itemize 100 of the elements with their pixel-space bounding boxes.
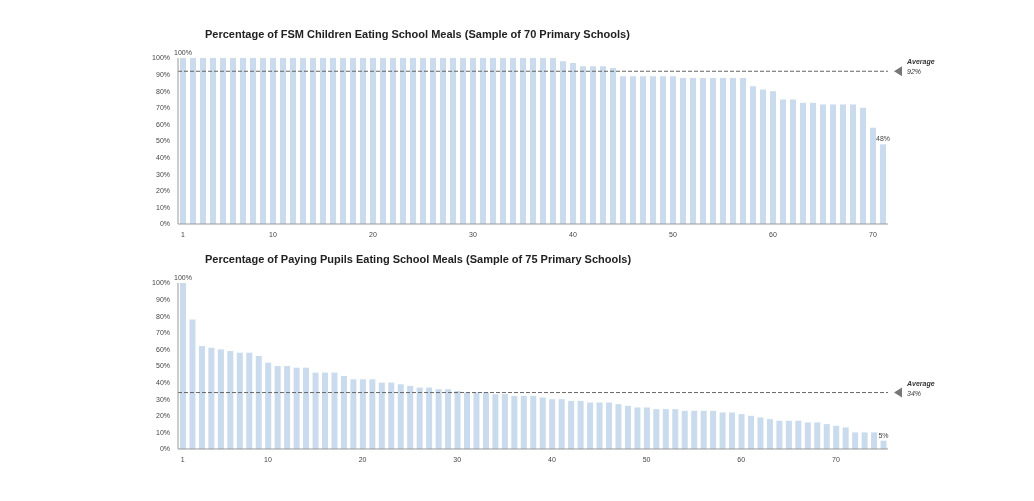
bar xyxy=(558,399,565,449)
bar xyxy=(220,58,226,224)
bar xyxy=(388,382,395,449)
bar xyxy=(690,77,696,224)
bar xyxy=(748,415,754,449)
bar xyxy=(190,58,196,224)
bar xyxy=(397,384,404,449)
bar xyxy=(369,379,376,449)
bar xyxy=(312,372,319,449)
bar xyxy=(871,432,878,449)
bar xyxy=(189,319,196,449)
bar xyxy=(785,420,792,449)
bar xyxy=(200,58,206,224)
bar xyxy=(520,395,527,449)
bar xyxy=(454,390,461,449)
bar xyxy=(227,351,234,449)
bar xyxy=(860,107,866,224)
bar xyxy=(208,347,215,449)
bar xyxy=(580,66,586,224)
bar xyxy=(501,394,508,449)
bar xyxy=(360,58,366,224)
bar xyxy=(660,76,666,224)
bar xyxy=(606,402,612,449)
bar xyxy=(795,420,802,449)
bar xyxy=(539,397,546,449)
bar xyxy=(634,407,641,449)
bar xyxy=(310,58,316,224)
bar xyxy=(850,104,856,224)
bar xyxy=(590,66,596,224)
bar xyxy=(577,400,584,449)
bar xyxy=(615,404,622,449)
bar xyxy=(260,58,266,224)
bar xyxy=(236,352,243,449)
bar xyxy=(624,405,631,449)
bar xyxy=(830,104,836,224)
bar xyxy=(255,356,262,449)
bar xyxy=(720,77,726,224)
bar xyxy=(410,58,416,224)
bar xyxy=(780,99,786,224)
bar xyxy=(790,99,796,224)
bar xyxy=(331,372,338,449)
bar xyxy=(852,432,859,449)
bar xyxy=(198,346,205,449)
bar xyxy=(738,414,745,449)
bar xyxy=(620,76,626,224)
bar xyxy=(560,61,566,224)
bar xyxy=(300,58,306,224)
bar xyxy=(492,394,499,449)
bar xyxy=(280,58,286,224)
bar xyxy=(284,366,291,449)
bar xyxy=(662,409,669,449)
bar xyxy=(464,392,470,449)
bar xyxy=(430,58,436,224)
bar xyxy=(400,58,406,224)
bar xyxy=(757,417,764,449)
bar xyxy=(833,425,840,449)
bar xyxy=(719,412,726,449)
bar xyxy=(700,77,706,224)
bar xyxy=(340,375,347,449)
bar xyxy=(470,58,476,224)
bar xyxy=(814,422,821,449)
bar xyxy=(274,366,281,449)
bar xyxy=(710,77,716,224)
bar xyxy=(350,58,356,224)
bar xyxy=(653,409,660,449)
bar xyxy=(766,419,773,449)
bar xyxy=(426,387,433,449)
bar xyxy=(390,58,396,224)
bar xyxy=(587,402,594,449)
bar xyxy=(520,58,526,224)
bar xyxy=(530,395,537,449)
bar xyxy=(330,58,336,224)
bar xyxy=(293,367,300,449)
bar xyxy=(691,410,698,449)
bar xyxy=(680,77,686,224)
bar xyxy=(650,76,656,224)
bar xyxy=(568,400,575,449)
bar xyxy=(450,58,456,224)
bar xyxy=(378,382,385,449)
bar xyxy=(530,58,536,224)
bar xyxy=(670,76,676,224)
bar xyxy=(435,389,442,449)
bar xyxy=(246,352,253,449)
bar xyxy=(380,58,386,224)
bar xyxy=(823,424,830,449)
bar xyxy=(760,89,766,224)
chart-title: Percentage of FSM Children Eating School Meals (Sample of 70 Primary Schools) xyxy=(205,28,630,40)
bar xyxy=(640,76,646,224)
bar xyxy=(250,58,256,224)
bar xyxy=(480,58,486,224)
bar xyxy=(290,58,296,224)
bar xyxy=(681,410,688,449)
bar xyxy=(600,66,606,224)
bar xyxy=(270,58,276,224)
bar xyxy=(482,392,489,449)
bar xyxy=(416,387,423,449)
bar xyxy=(230,58,236,224)
bar xyxy=(643,407,650,449)
bar xyxy=(217,349,224,449)
bar xyxy=(596,402,603,449)
